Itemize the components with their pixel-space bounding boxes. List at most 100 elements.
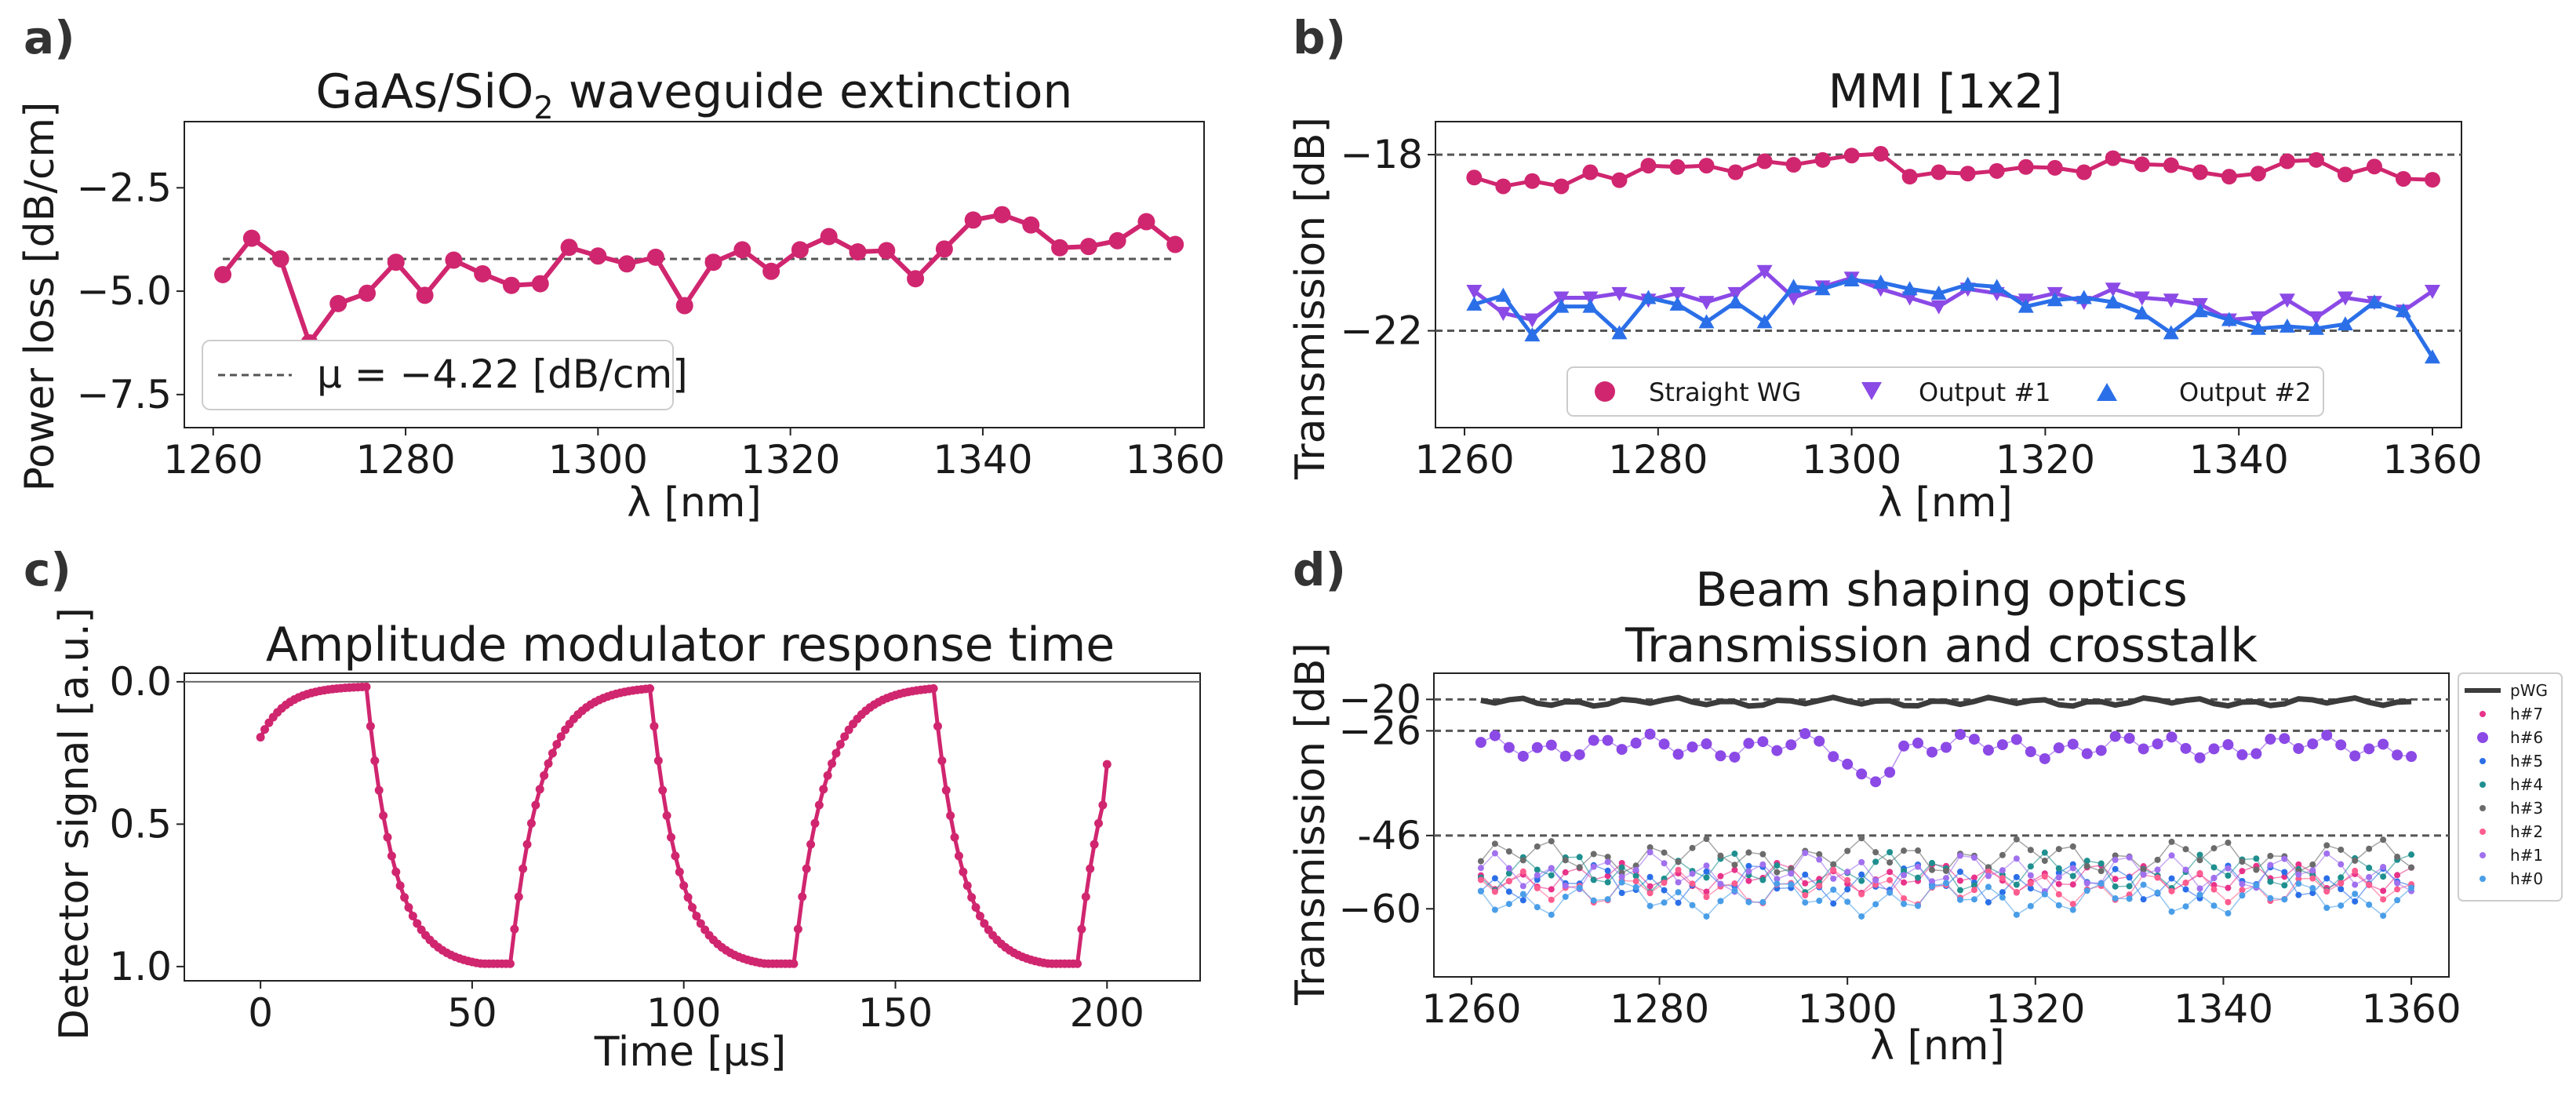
- panel-d-point-h7: [1802, 880, 1809, 887]
- panel-d-point-h1: [2013, 855, 2020, 862]
- panel-d-point-h7: [1887, 869, 1894, 876]
- panel-d-point-h0: [1942, 880, 1949, 887]
- panel-c-point: [1077, 924, 1086, 934]
- panel-d-point-h1: [1505, 865, 1512, 872]
- panel-d-point-h0: [1632, 884, 1639, 891]
- panel-d-point-h7: [1604, 873, 1611, 880]
- panel-c-point: [971, 903, 981, 913]
- panel-d-point-h4: [2069, 873, 2076, 880]
- panel-a-ylabel: Power loss [dB/cm]: [16, 102, 64, 492]
- panel-d-point-h1: [2182, 866, 2189, 873]
- panel-d-point-h3: [2140, 866, 2147, 873]
- panel-d-point-h0: [2225, 910, 2232, 917]
- panel-b-point-straight: [2192, 164, 2208, 180]
- panel-d-point-h6: [1489, 730, 1501, 741]
- panel-d-point-h2: [1844, 876, 1851, 884]
- panel-d-point-h6: [2039, 752, 2050, 764]
- panel-d-point-h3: [1830, 861, 1837, 868]
- panel-d-point-h0: [2408, 884, 2415, 891]
- panel-d-point-h5: [2295, 891, 2302, 898]
- panel-c-point: [514, 892, 523, 902]
- panel-d-point-h0: [2196, 891, 2203, 898]
- panel-d-point-h6: [1588, 734, 1599, 746]
- panel-d-point-h3: [2210, 845, 2218, 852]
- panel-a-frame: [184, 121, 1205, 428]
- panel-d-point-h0: [2126, 895, 2133, 902]
- panel-d-xtick-label: 1340: [2174, 986, 2273, 1032]
- panel-a-point: [1108, 231, 1126, 250]
- panel-d-point-h5: [1956, 869, 1963, 876]
- panel-d-point-h0: [2069, 906, 2076, 913]
- panel-d-point-h3: [2267, 852, 2274, 859]
- panel-b-xtick-label: 1360: [2382, 437, 2482, 483]
- panel-a-point: [329, 294, 347, 312]
- panel-b-point-straight: [1640, 158, 1657, 174]
- panel-d-legend-marker-h6: [2477, 732, 2488, 743]
- panel-d-point-h0: [2338, 902, 2345, 909]
- panel-c-point: [548, 749, 557, 758]
- panel-b-point-output2: [1698, 314, 1715, 329]
- panel-c-series-line: [258, 684, 1109, 966]
- panel-d-point-h6: [1912, 738, 1924, 749]
- panel-b-point-straight: [2366, 158, 2382, 175]
- panel-d-point-h1: [2338, 861, 2345, 868]
- panel-d-point-h6: [2363, 743, 2375, 755]
- panel-d-point-h3: [1858, 835, 1865, 842]
- panel-d-point-h5: [1618, 890, 1625, 897]
- panel-b-xtick-label: 1300: [1802, 437, 1901, 483]
- panel-d-point-h7: [1731, 866, 1738, 873]
- panel-c-point: [404, 903, 413, 913]
- panel-a-ytick-label: −7.5: [77, 372, 172, 417]
- panel-d-point-h6: [1814, 735, 1825, 747]
- panel-d-point-h5: [1604, 867, 1611, 874]
- panel-b-point-output1: [1698, 296, 1715, 311]
- panel-c-point: [391, 867, 401, 876]
- panel-b-point-straight: [1611, 172, 1628, 188]
- panel-c-xlabel: Time [μs]: [594, 1029, 787, 1076]
- panel-d-point-h6: [2095, 745, 2107, 756]
- legend-marker-straight-wg: [1595, 381, 1615, 402]
- panel-d-point-h6: [1574, 749, 1585, 760]
- panel-b-xlabel: λ [nm]: [1878, 479, 2013, 526]
- panel-b-point-output1: [2134, 291, 2150, 306]
- panel-b-point-output2: [1669, 296, 1686, 311]
- panel-d-point-h5: [2182, 886, 2189, 893]
- panel-d-point-h6: [2166, 731, 2178, 743]
- panel-b-point-straight: [2134, 156, 2150, 173]
- panel-d-point-h2: [2041, 873, 2048, 880]
- panel-d-legend-marker-h2: [2480, 829, 2486, 835]
- panel-d-point-h3: [2027, 847, 2034, 854]
- panel-d-point-h1: [1901, 872, 1908, 879]
- panel-d-legend-marker-h0: [2480, 876, 2486, 882]
- panel-b-xtick-label: 1340: [2189, 437, 2289, 483]
- panel-d-point-h6: [1870, 776, 1882, 788]
- panel-a-point: [1079, 238, 1097, 256]
- panel-d-series-pwg: [1480, 694, 2412, 709]
- panel-d-point-h3: [1689, 844, 1696, 851]
- legend-marker-output-2: [2097, 383, 2117, 401]
- panel-d-point-h6: [1503, 741, 1515, 753]
- panel-b-point-straight: [1495, 178, 1512, 195]
- panel-a-point: [704, 253, 722, 271]
- panel-b-point-straight: [2279, 153, 2295, 169]
- panel-d-point-h0: [1491, 906, 1498, 913]
- panel-d-legend-label-h1: h#1: [2510, 846, 2543, 865]
- panel-d-point-h1: [2126, 854, 2133, 861]
- panel-d-point-h1: [2239, 880, 2246, 887]
- panel-d-point-h6: [2025, 746, 2036, 758]
- panel-d-point-h1: [1604, 858, 1611, 865]
- panel-d-point-h6: [2067, 738, 2079, 750]
- panel-b-point-straight: [1930, 164, 1947, 180]
- panel-b-series-line-1: [1472, 268, 2434, 322]
- panel-d-point-h5: [2126, 874, 2133, 881]
- panel-b-point-output2: [2018, 298, 2034, 313]
- panel-a-point: [820, 228, 838, 246]
- panel-c-point: [962, 881, 972, 891]
- panel-d-point-h2: [2352, 867, 2359, 874]
- panel-d-point-h4: [2098, 860, 2105, 867]
- panel-b-point-output1: [2279, 293, 2295, 308]
- panel-d-point-h1: [2281, 855, 2288, 862]
- panel-d-point-h6: [1545, 739, 1557, 751]
- panel-a-point: [675, 297, 693, 315]
- panel-d-point-h0: [1604, 896, 1611, 903]
